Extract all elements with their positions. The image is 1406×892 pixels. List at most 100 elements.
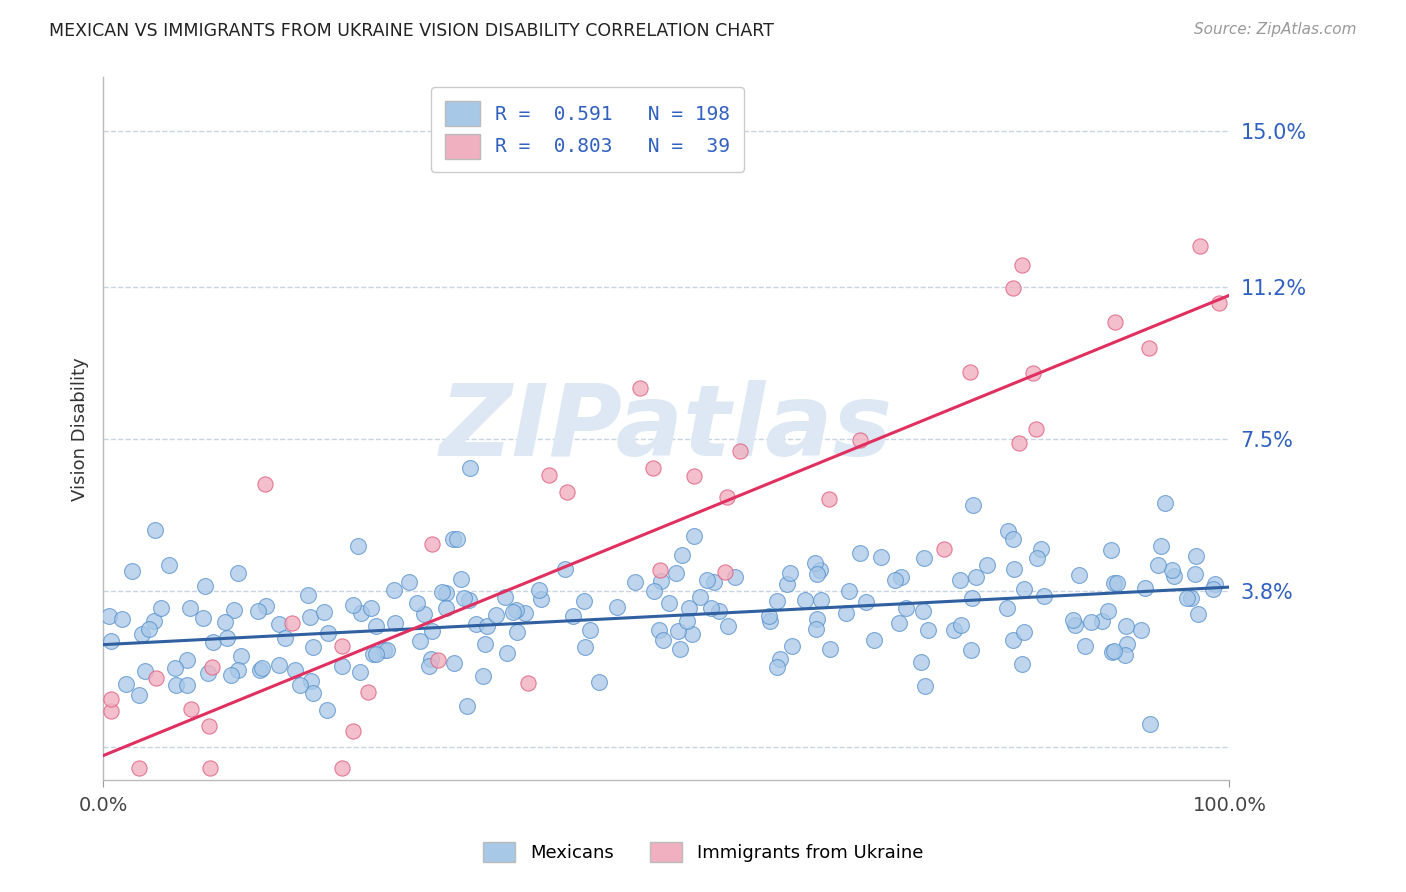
Point — [995, 601, 1018, 615]
Point — [658, 596, 681, 610]
Point — [446, 533, 468, 547]
Point — [578, 623, 600, 637]
Point — [949, 618, 972, 632]
Point — [1116, 636, 1139, 650]
Point — [965, 570, 987, 584]
Point — [347, 539, 370, 553]
Point — [349, 665, 371, 679]
Point — [226, 664, 249, 678]
Point — [1002, 562, 1025, 576]
Point — [699, 601, 721, 615]
Point — [643, 584, 665, 599]
Point — [375, 643, 398, 657]
Point — [554, 562, 576, 576]
Point — [714, 565, 737, 579]
Point — [1175, 591, 1198, 605]
Point — [1002, 633, 1025, 648]
Point — [267, 616, 290, 631]
Point — [890, 570, 912, 584]
Point — [458, 460, 481, 475]
Point — [254, 477, 277, 491]
Point — [413, 607, 436, 621]
Point — [214, 615, 236, 629]
Point — [495, 647, 517, 661]
Point — [1104, 315, 1126, 329]
Point — [666, 624, 689, 639]
Point — [779, 566, 801, 580]
Point — [624, 575, 647, 590]
Point — [202, 635, 225, 649]
Point — [200, 761, 222, 775]
Point — [194, 579, 217, 593]
Point — [1202, 582, 1225, 596]
Point — [361, 647, 384, 661]
Point — [650, 574, 672, 588]
Point — [810, 593, 832, 607]
Point — [849, 433, 872, 447]
Point — [273, 631, 295, 645]
Point — [1080, 615, 1102, 629]
Point — [420, 652, 443, 666]
Point — [835, 606, 858, 620]
Point — [176, 678, 198, 692]
Point — [818, 492, 841, 507]
Point — [1022, 366, 1045, 380]
Point — [165, 678, 187, 692]
Point — [960, 591, 983, 605]
Point — [450, 572, 472, 586]
Point — [896, 601, 918, 615]
Point — [316, 703, 339, 717]
Point — [641, 461, 664, 475]
Point — [513, 606, 536, 620]
Point — [682, 469, 704, 483]
Point — [838, 583, 860, 598]
Point — [330, 761, 353, 775]
Point — [574, 640, 596, 654]
Point — [1011, 258, 1033, 272]
Point — [1137, 341, 1160, 355]
Point — [163, 661, 186, 675]
Point — [111, 612, 134, 626]
Point — [1012, 624, 1035, 639]
Point — [302, 686, 325, 700]
Point — [217, 631, 239, 645]
Point — [759, 615, 782, 629]
Point — [681, 627, 703, 641]
Point — [502, 605, 524, 619]
Y-axis label: Vision Disability: Vision Disability — [72, 357, 89, 500]
Point — [128, 688, 150, 702]
Point — [1187, 607, 1209, 622]
Point — [191, 611, 214, 625]
Point — [765, 660, 787, 674]
Point — [1102, 644, 1125, 658]
Point — [1160, 563, 1182, 577]
Point — [1208, 295, 1230, 310]
Point — [652, 633, 675, 648]
Point — [724, 570, 747, 584]
Point — [855, 595, 877, 609]
Point — [197, 719, 219, 733]
Point — [766, 593, 789, 607]
Point — [818, 641, 841, 656]
Point — [373, 643, 395, 657]
Point — [298, 610, 321, 624]
Point — [1008, 436, 1031, 450]
Point — [862, 633, 884, 648]
Point — [588, 674, 610, 689]
Point — [960, 642, 983, 657]
Point — [689, 591, 711, 605]
Point — [669, 641, 692, 656]
Point — [474, 638, 496, 652]
Point — [180, 702, 202, 716]
Point — [780, 639, 803, 653]
Point — [1147, 558, 1170, 573]
Point — [357, 685, 380, 699]
Point — [453, 591, 475, 606]
Point — [648, 563, 671, 577]
Point — [316, 625, 339, 640]
Point — [472, 669, 495, 683]
Text: Source: ZipAtlas.com: Source: ZipAtlas.com — [1194, 22, 1357, 37]
Point — [434, 600, 457, 615]
Point — [176, 653, 198, 667]
Point — [342, 723, 364, 738]
